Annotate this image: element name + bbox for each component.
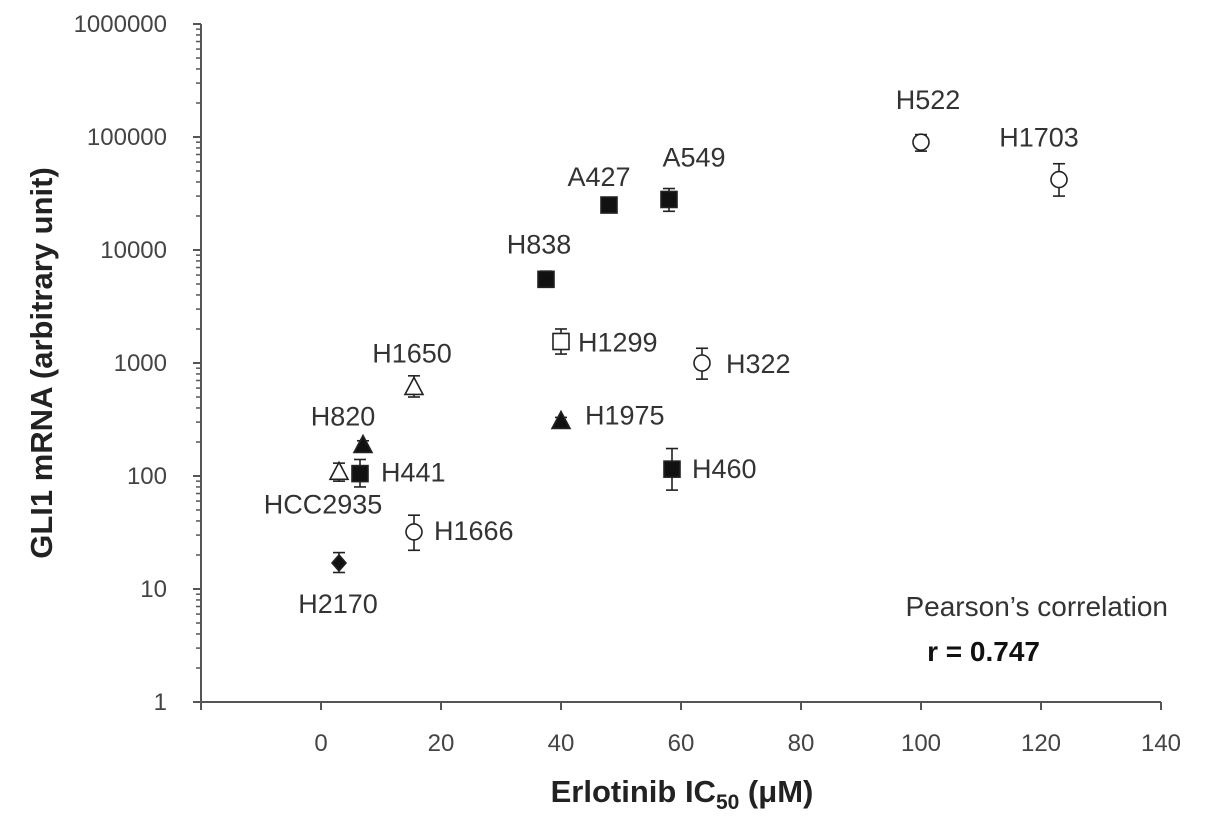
point-hcc2935	[328, 460, 350, 482]
point-label-a427: A427	[567, 162, 630, 192]
y-tick-label: 1000000	[74, 11, 167, 38]
point-label-h441: H441	[381, 458, 446, 488]
marker-square	[351, 464, 369, 483]
marker-square	[660, 190, 678, 209]
point-label-h1650: H1650	[372, 338, 452, 368]
marker-square	[663, 460, 681, 478]
x-tick-label: 120	[1021, 730, 1061, 757]
point-h838	[537, 270, 555, 289]
data-points	[328, 133, 1068, 574]
marker-triangle	[328, 460, 350, 481]
y-tick-label: 100000	[87, 124, 167, 151]
point-a427	[600, 196, 618, 214]
point-label-h522: H522	[896, 85, 961, 115]
marker-circle	[693, 354, 711, 372]
x-ticks: 0 20 40 60 80 100 120 140	[200, 702, 1181, 757]
point-label-h322: H322	[726, 349, 791, 379]
point-label-h460: H460	[692, 454, 757, 484]
point-h522	[912, 133, 930, 152]
y-axis-title: GLI1 mRNA (arbitrary unit)	[24, 167, 59, 559]
point-h1666	[405, 514, 423, 552]
y-tick-label: 1	[154, 689, 167, 716]
marker-triangle	[403, 375, 425, 396]
point-label-h820: H820	[311, 402, 376, 432]
marker-diamond	[330, 553, 348, 573]
point-h1299	[552, 328, 570, 355]
x-tick-label: 80	[788, 730, 815, 757]
point-h2170	[330, 551, 348, 574]
marker-square	[600, 196, 618, 214]
point-h1650	[403, 375, 425, 398]
y-ticks: 1 10 100 1000 10000 100000 1000000	[74, 11, 201, 716]
point-a549	[660, 187, 678, 213]
y-tick-label: 1000	[114, 350, 167, 377]
x-axis-title-sub: 50	[716, 791, 739, 814]
y-tick-label: 100	[127, 463, 167, 490]
point-labels: H522 H1703 A427 A549 H838 H1299 H322 H1650 H1975…	[264, 85, 1079, 619]
point-label-a549: A549	[662, 142, 725, 172]
x-tick-label: 0	[314, 730, 327, 757]
marker-circle	[405, 523, 423, 541]
x-tick-label: 60	[668, 730, 695, 757]
point-label-h1666: H1666	[434, 516, 514, 546]
point-h1703	[1050, 162, 1068, 197]
x-axis-title: Erlotinib IC50 (μM)	[551, 774, 814, 814]
point-h820	[352, 433, 374, 454]
point-label-h1703: H1703	[999, 123, 1079, 153]
x-tick-label: 100	[901, 730, 941, 757]
marker-circle	[912, 133, 930, 151]
annotation-line1: Pearson’s correlation	[905, 591, 1168, 622]
marker-square	[552, 332, 570, 351]
y-tick-label: 10000	[100, 237, 167, 264]
point-label-h838: H838	[507, 229, 572, 259]
x-axis-title-unit: (μM)	[739, 774, 813, 809]
point-h441	[351, 458, 369, 488]
point-label-h2170: H2170	[298, 589, 378, 619]
y-tick-label: 10	[140, 576, 167, 603]
point-h460	[663, 447, 681, 491]
x-tick-label: 40	[548, 730, 575, 757]
annotation-line2: r = 0.747	[927, 636, 1040, 667]
marker-triangle	[550, 409, 572, 430]
x-axis-title-main: Erlotinib IC	[551, 774, 716, 809]
marker-circle	[1050, 170, 1068, 189]
point-h322	[693, 347, 711, 380]
point-label-hcc2935: HCC2935	[264, 489, 383, 519]
marker-triangle	[352, 433, 374, 454]
marker-square	[537, 270, 555, 289]
point-h1975	[550, 409, 572, 430]
x-tick-label: 20	[428, 730, 455, 757]
point-label-h1975: H1975	[585, 400, 665, 430]
x-tick-label: 140	[1141, 730, 1181, 757]
point-label-h1299: H1299	[578, 327, 658, 357]
